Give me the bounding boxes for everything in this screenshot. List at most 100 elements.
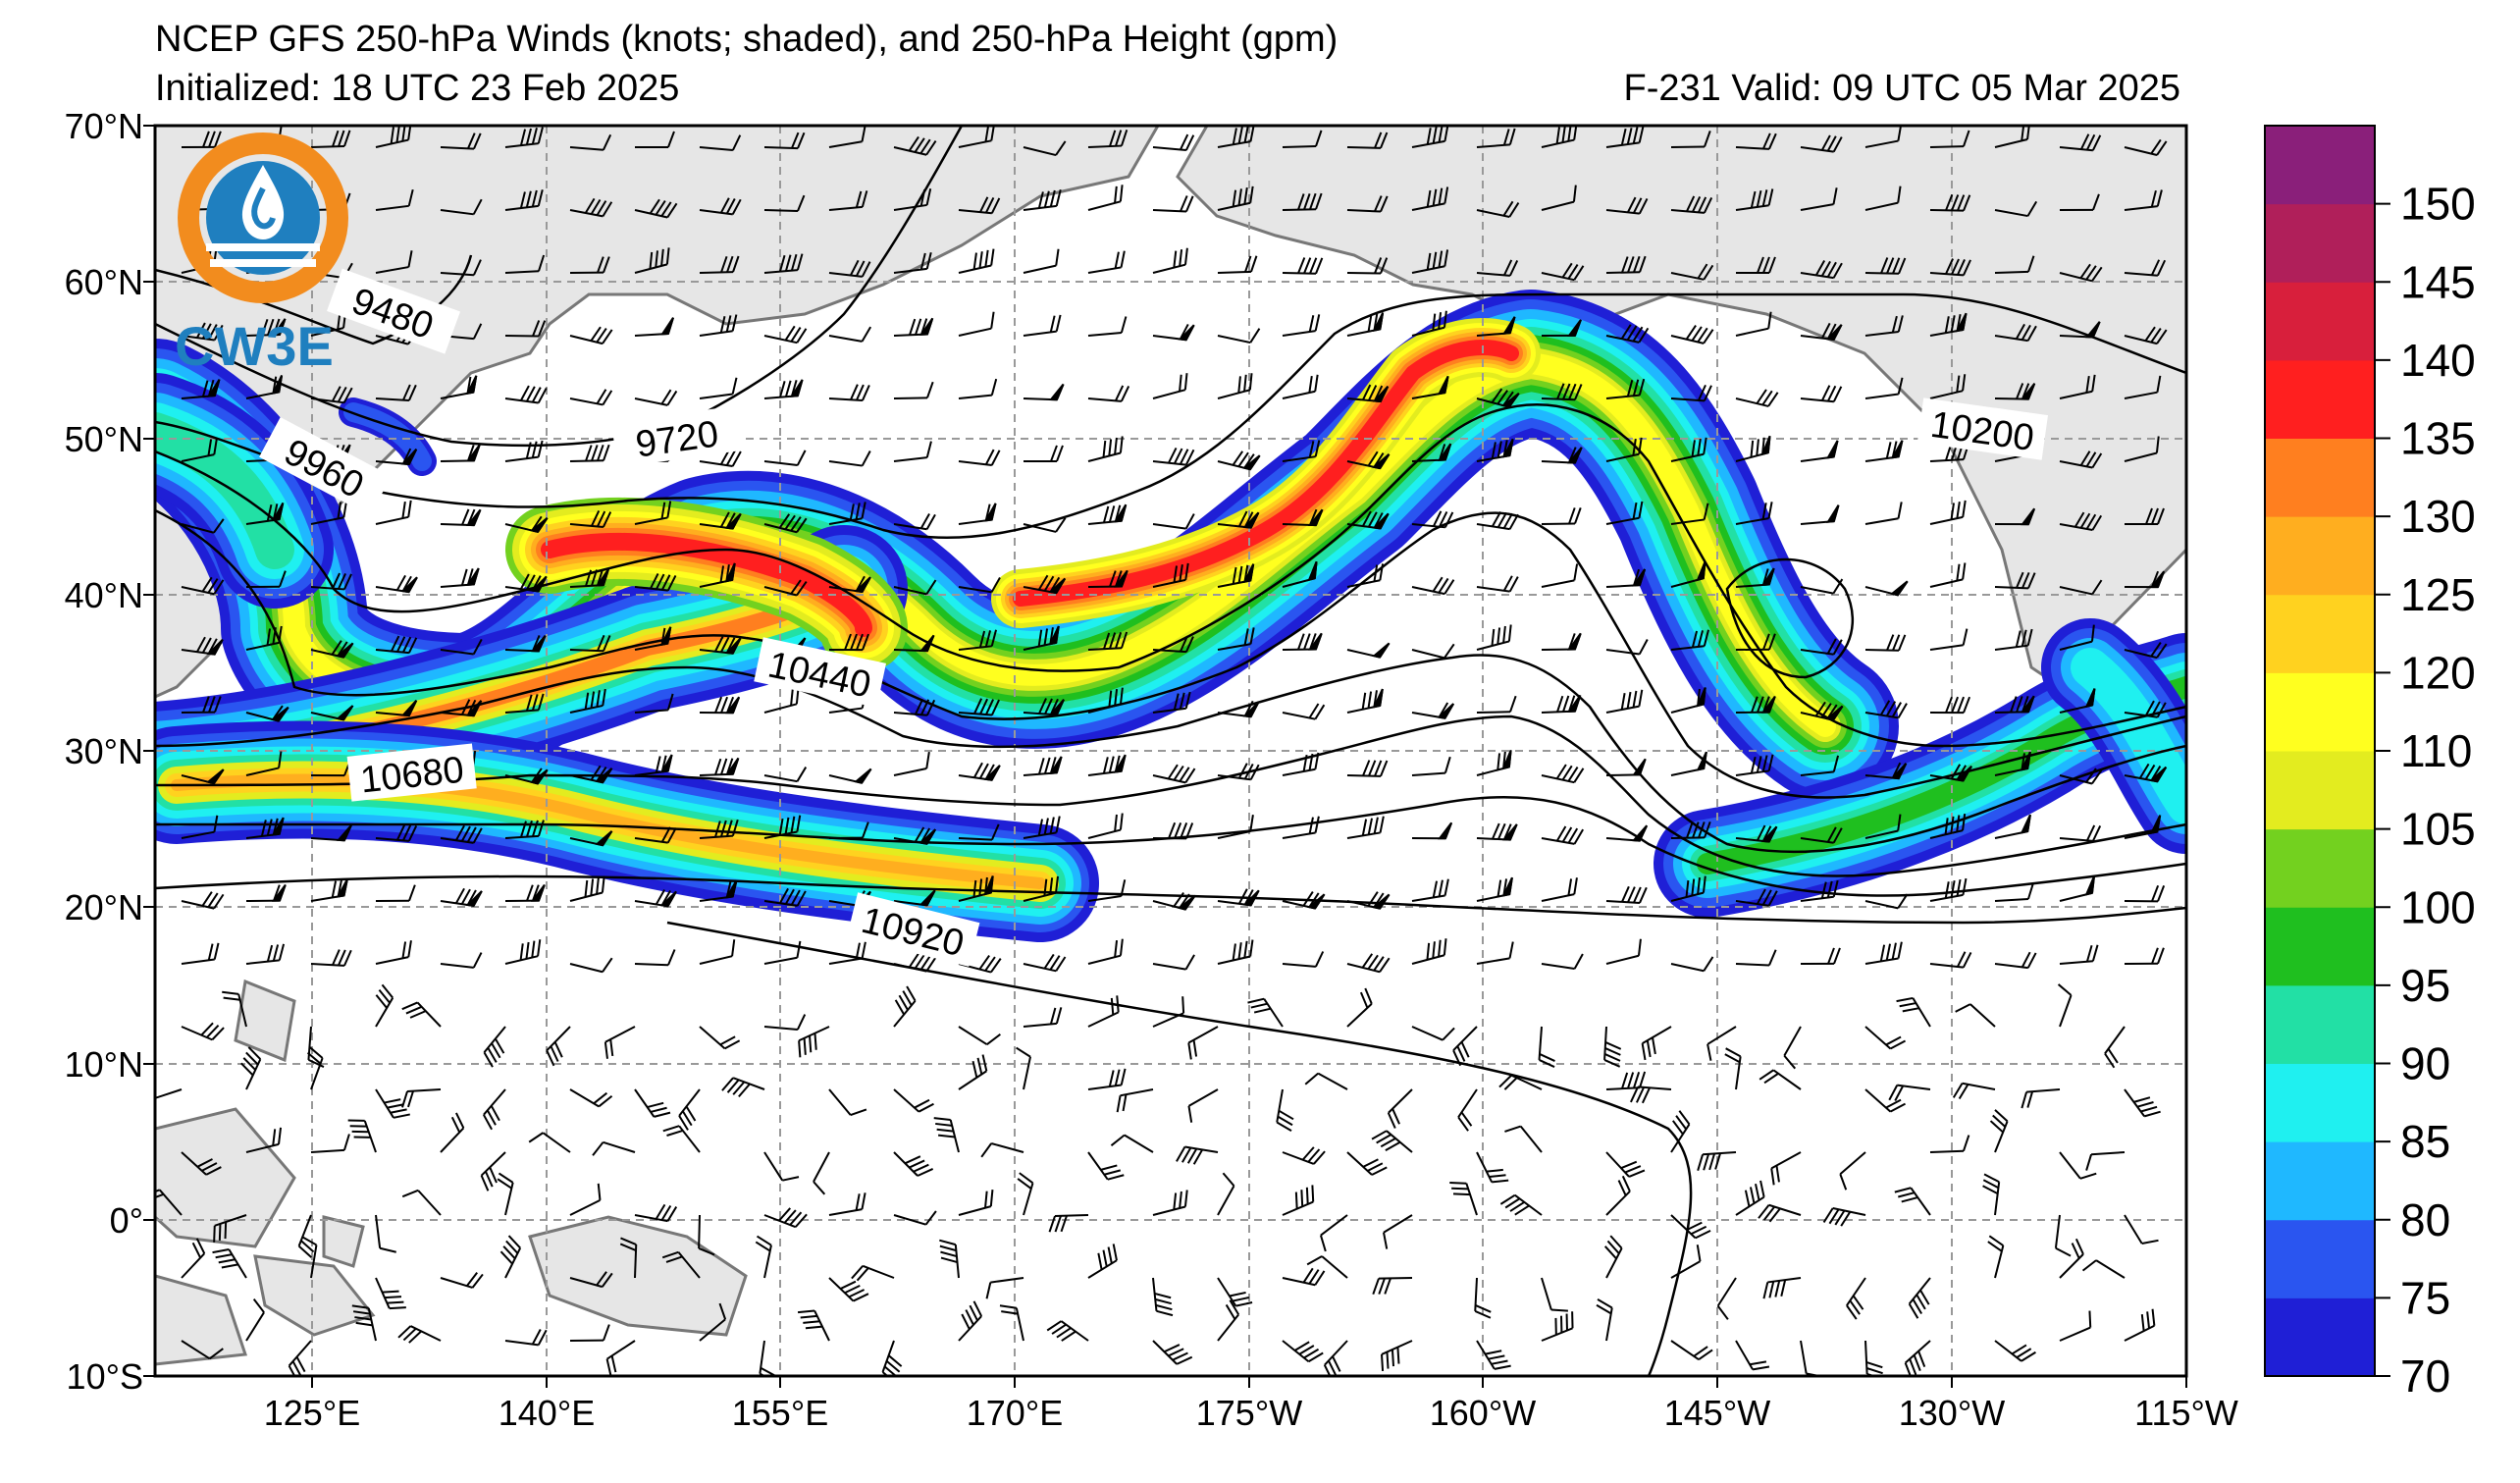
wind-barb [1822,1207,1866,1227]
wind-barb [2059,768,2103,785]
wind-barb [1457,1088,1478,1132]
wind-barb [828,450,871,467]
wind-barb [181,438,218,462]
wind-barb [1346,563,1385,588]
wind-barb [1929,130,1970,148]
wind-barb [1846,1277,1866,1320]
wind-barb [1087,879,1127,902]
wind-barb [1541,185,1577,211]
wind-barb [1046,1320,1089,1342]
wind-barb [1152,562,1189,588]
wind-barb [1605,378,1646,399]
colorbar-swatch [2265,1219,2375,1298]
wind-barb [893,317,934,337]
wind-barb [893,985,917,1028]
wind-barb [699,819,739,839]
wind-barb [958,449,1001,466]
longitude-labels: 125°E 140°E 155°E 170°E 175°W 160°W 145°W 130°W… [264,1376,2238,1433]
wind-barb [2059,688,2096,714]
wind-barb [1864,1088,1906,1113]
wind-barb [310,572,352,591]
wind-barb [755,1235,772,1279]
wind-barb [1282,1185,1315,1216]
wind-barb [1023,574,1067,595]
wind-barb [1541,319,1582,337]
wind-barb [1670,263,1714,281]
wind-barb [1282,752,1320,776]
wind-barb [1735,949,1777,967]
wind-barb [569,133,612,151]
wind-barb [181,322,224,342]
wind-barb [1217,763,1260,781]
wind-barb [2124,700,2167,718]
wind-barb [1929,877,1968,902]
wind-barb [1087,436,1124,462]
wind-barb [1541,262,1585,282]
wind-barb [1476,1340,1511,1370]
wind-barb [245,375,284,399]
wind-barb [245,1298,265,1342]
wind-barb [1282,440,1321,462]
wind-barb [1282,192,1323,211]
wind-barb [1023,756,1063,776]
contour-label-bg [611,405,743,468]
wind-barb [1724,1047,1742,1090]
wind-barb [301,1236,318,1279]
wind-barb [958,875,994,902]
wind-barb [1994,571,2036,590]
wind-barb [440,824,483,844]
wind-barb [763,579,808,597]
wind-barb [1929,258,1971,277]
wind-barb [1087,503,1128,525]
wind-barb [375,384,417,401]
wind-barb [1864,941,1903,965]
wind-barb [1476,750,1512,776]
wind-barb [546,1026,571,1067]
wind-barb [1800,440,1839,462]
wind-barb [958,823,1000,841]
wind-barb [1474,1277,1492,1319]
wind-barb [2124,1214,2159,1245]
wind-barb [1864,1026,1907,1050]
wind-barb [1670,821,1711,839]
wind-barb [958,698,1000,716]
wind-barb [1538,1026,1555,1068]
wind-barb [2124,947,2165,965]
wind-barb [1994,323,2037,343]
wind-barb [721,1077,765,1098]
wind-barb [1994,255,2035,274]
wind-barb [440,508,482,527]
wind-barb [763,767,808,783]
wind-barb [1476,259,1519,277]
wind-barb [310,949,352,967]
longitude-label: 170°E [967,1393,1063,1433]
wind-barb [2124,1308,2156,1342]
wind-barb [893,826,937,845]
land-mass [528,1215,748,1337]
wind-barb [1800,504,1840,525]
wind-barb [569,510,612,528]
wind-barb [2124,570,2166,589]
wind-barb [1670,629,1709,651]
wind-barb [2059,579,2103,596]
wind-barb [1023,953,1067,973]
wind-barb [1800,259,1843,280]
wind-barb [958,1054,988,1090]
wind-barb [1247,997,1284,1028]
wind-barb [181,942,220,965]
wind-barb [634,501,672,525]
wind-barb [1706,1026,1737,1061]
wind-barb [1152,1340,1193,1365]
wind-barb [1282,1146,1326,1165]
wind-barb [245,502,285,525]
wind-barb [401,1001,442,1028]
wind-barb [1152,1277,1174,1317]
wind-barb [797,1309,830,1342]
wind-barb [504,939,542,965]
height-contour [155,508,2186,799]
wind-barb [933,1117,960,1153]
wind-barb [245,1127,283,1153]
wind-barb [1304,1072,1348,1090]
wind-barb [699,314,738,337]
